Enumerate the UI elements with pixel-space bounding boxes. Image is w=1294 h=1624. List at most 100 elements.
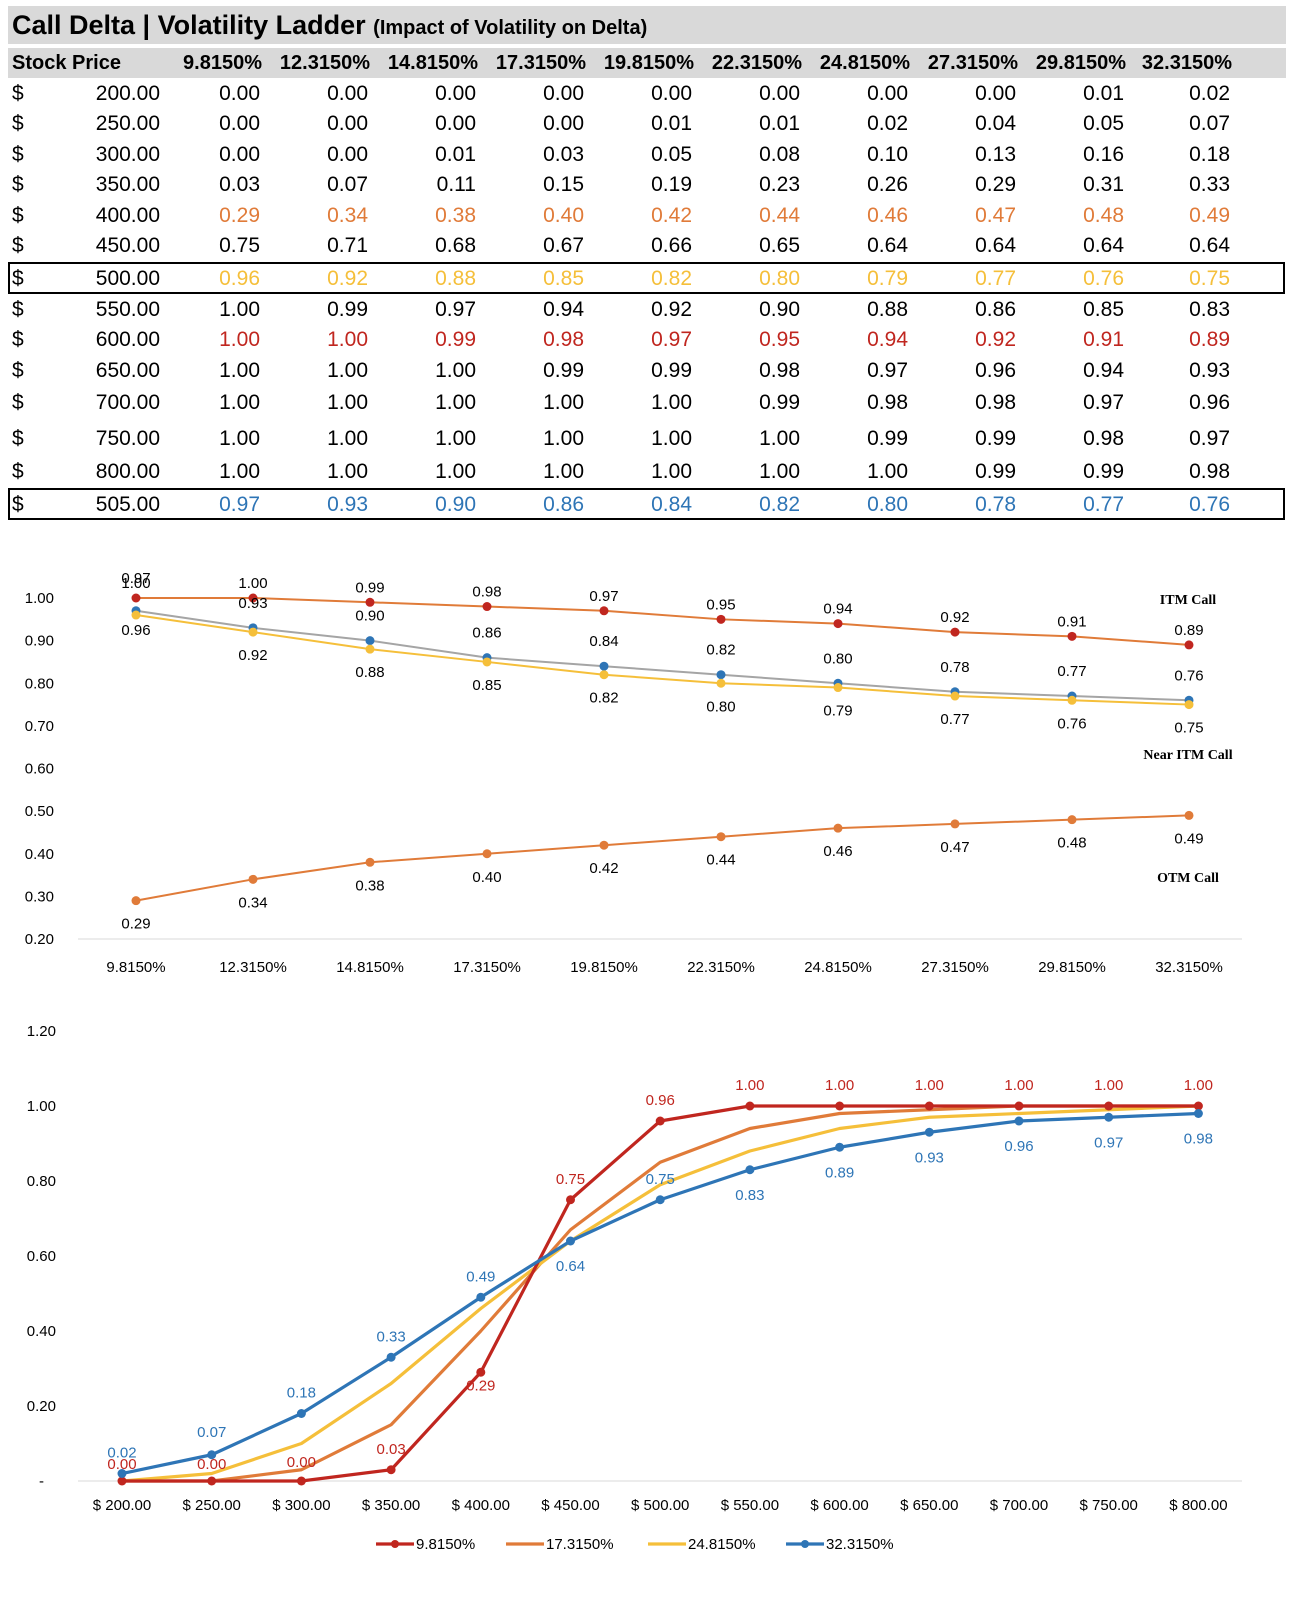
delta-cell: 0.19 (651, 173, 692, 196)
delta-cell: 0.67 (543, 234, 584, 257)
data-point (716, 832, 726, 842)
data-label: 0.18 (287, 1385, 316, 1402)
data-point (117, 1469, 127, 1478)
data-label: 0.48 (1057, 835, 1086, 852)
delta-cell: 0.78 (975, 493, 1016, 516)
data-label: 0.07 (197, 1424, 226, 1441)
x-tick-label: $ 600.00 (810, 1497, 868, 1514)
data-label: 0.00 (287, 1454, 316, 1471)
stock-price-cell: 505.00 (95, 493, 160, 516)
delta-cell: 0.64 (1189, 234, 1230, 257)
currency-symbol: $ (12, 391, 24, 414)
data-point (924, 1127, 934, 1137)
data-label: 0.91 (1057, 613, 1086, 630)
legend-label: 9.8150% (416, 1536, 475, 1553)
legend-label: 32.3150% (826, 1536, 894, 1553)
currency-symbol: $ (12, 234, 24, 257)
delta-cell: 0.10 (867, 143, 908, 166)
delta-cell: 0.97 (219, 493, 260, 516)
data-point (1014, 1101, 1024, 1111)
y-tick-label: 1.20 (27, 1023, 56, 1040)
data-label: 0.77 (1057, 663, 1086, 680)
delta-cell: 0.99 (759, 391, 800, 414)
data-point (476, 1292, 486, 1302)
data-label: 0.77 (940, 711, 969, 728)
delta-cell: 1.00 (327, 391, 368, 414)
data-point (835, 1142, 845, 1152)
data-label: 0.42 (589, 860, 618, 877)
data-point (131, 610, 141, 620)
delta-cell: 0.99 (975, 427, 1016, 450)
page-title: Call Delta | Volatility Ladder (Impact o… (12, 10, 647, 41)
delta-cell: 0.00 (867, 82, 908, 105)
data-label: 0.99 (355, 579, 384, 596)
data-label: 0.96 (646, 1092, 675, 1109)
delta-cell: 0.98 (1083, 427, 1124, 450)
delta-cell: 1.00 (327, 460, 368, 483)
x-tick-label: 12.3150% (219, 959, 287, 976)
delta-cell: 0.01 (1083, 82, 1124, 105)
row-highlight-500 (8, 262, 1285, 294)
delta-cell: 0.34 (327, 204, 368, 227)
data-label: 0.38 (355, 877, 384, 894)
data-point (131, 896, 141, 906)
chart-price-delta: 1.20 1.00 0.80 0.60 0.40 0.20 - $ 200.00 $ 250.0… (27, 1023, 1242, 1553)
currency-symbol: $ (12, 359, 24, 382)
data-point (207, 1476, 217, 1486)
x-tick-label: $ 400.00 (452, 1497, 510, 1514)
delta-cell: 1.00 (867, 460, 908, 483)
stock-price-header: Stock Price (12, 52, 121, 74)
vol-header: 32.3150% (1141, 52, 1232, 74)
legend-marker (801, 1540, 809, 1548)
delta-cell: 0.99 (651, 359, 692, 382)
delta-cell: 0.97 (435, 298, 476, 321)
data-label: 1.00 (1004, 1077, 1033, 1094)
currency-symbol: $ (12, 204, 24, 227)
data-point (950, 819, 960, 829)
delta-cell: 1.00 (543, 460, 584, 483)
delta-cell: 1.00 (651, 427, 692, 450)
data-point (1184, 810, 1194, 820)
delta-cell: 0.96 (975, 359, 1016, 382)
delta-cell: 0.02 (1189, 82, 1230, 105)
delta-cell: 0.66 (651, 234, 692, 257)
data-label: 1.00 (825, 1077, 854, 1094)
data-label: 0.75 (646, 1171, 675, 1188)
data-label: 0.79 (823, 703, 852, 720)
delta-cell: 1.00 (435, 427, 476, 450)
delta-cell: 0.86 (975, 298, 1016, 321)
legend-label: 17.3150% (546, 1536, 614, 1553)
data-label: 1.00 (121, 575, 150, 592)
legend-marker (391, 1540, 399, 1548)
series-line (135, 614, 1190, 706)
data-point (248, 593, 258, 603)
stock-price-cell: 600.00 (95, 328, 160, 351)
delta-cell: 0.29 (975, 173, 1016, 196)
vol-header: 14.8150% (387, 52, 478, 74)
data-point (833, 619, 843, 629)
delta-cell: 1.00 (543, 391, 584, 414)
delta-cell: 0.98 (1189, 460, 1230, 483)
data-point (248, 874, 258, 884)
data-point (1067, 815, 1077, 825)
currency-symbol: $ (12, 328, 24, 351)
data-label: 0.03 (376, 1441, 405, 1458)
delta-cell: 0.97 (1189, 427, 1230, 450)
delta-cell: 0.29 (219, 204, 260, 227)
data-label: 0.92 (940, 609, 969, 626)
delta-cell: 0.00 (219, 112, 260, 135)
y-tick-label: 0.20 (27, 1398, 56, 1415)
vol-header: 19.8150% (603, 52, 694, 74)
data-label: 0.97 (121, 570, 150, 587)
title-subtitle: (Impact of Volatility on Delta) (373, 17, 648, 39)
vol-header: 27.3150% (927, 52, 1018, 74)
delta-cell: 0.83 (1189, 298, 1230, 321)
delta-cell: 0.01 (651, 112, 692, 135)
x-tick-label: $ 250.00 (183, 1497, 241, 1514)
delta-cell: 0.15 (543, 173, 584, 196)
delta-cell: 0.99 (867, 427, 908, 450)
data-label: 0.97 (589, 588, 618, 605)
delta-cell: 0.88 (435, 267, 476, 290)
title-bar: Call Delta | Volatility Ladder (Impact o… (8, 6, 1286, 44)
y-tick-label: 0.40 (27, 1323, 56, 1340)
